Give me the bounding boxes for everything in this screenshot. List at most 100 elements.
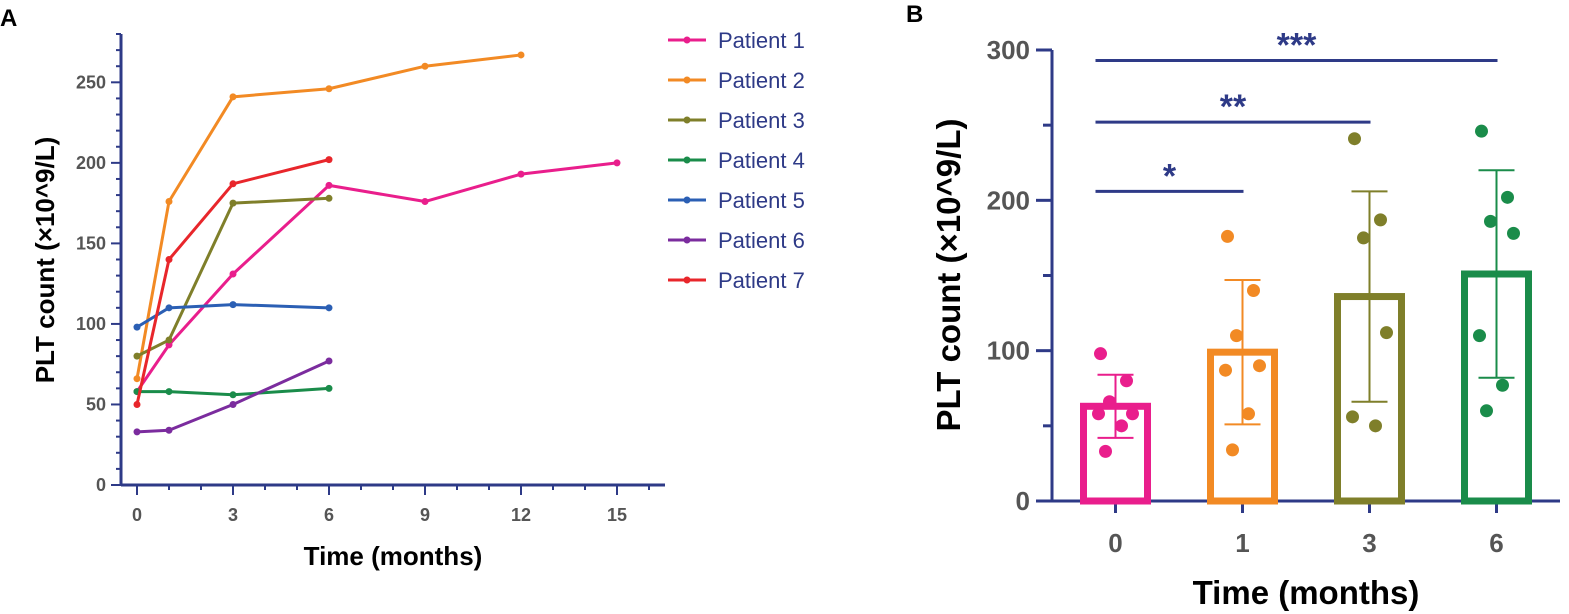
dot-1 — [1242, 407, 1255, 421]
legend-marker-patient-7 — [683, 276, 691, 284]
data-point-patient-2 — [165, 198, 173, 206]
legend-marker-patient-3 — [683, 116, 691, 124]
y-axis-title-a: PLT count (×10^9/L) — [30, 137, 60, 384]
legend-marker-patient-5 — [683, 196, 691, 204]
dot-6 — [1484, 214, 1497, 228]
dot-1 — [1230, 329, 1243, 343]
x-tick-label-a: 0 — [132, 505, 142, 525]
dot-6 — [1480, 404, 1493, 418]
data-point-patient-5 — [325, 304, 333, 312]
data-point-patient-2 — [325, 85, 333, 93]
data-point-patient-7 — [133, 400, 141, 408]
series-line-patient-4 — [137, 386, 330, 397]
series-line-patient-7 — [135, 158, 330, 405]
legend-marker-patient-4 — [683, 156, 691, 164]
x-tick-label-b: 3 — [1362, 528, 1376, 558]
legend-marker-patient-6 — [683, 236, 691, 244]
data-point-patient-1 — [517, 170, 525, 178]
data-point-patient-5 — [133, 323, 141, 331]
data-point-patient-6 — [165, 426, 173, 434]
x-tick-label-a: 6 — [324, 505, 334, 525]
dot-3 — [1348, 132, 1361, 146]
panel-label-b: B — [906, 1, 923, 28]
line-chart-panel-a: 0 50 100 150 200 250 0 3 6 9 12 15 Time (months) PLT … — [30, 28, 805, 571]
dot-3 — [1374, 213, 1387, 227]
legend-label-patient-7: Patient 7 — [718, 268, 805, 293]
legend-label-patient-2: Patient 2 — [718, 68, 805, 93]
legend-label-patient-5: Patient 5 — [718, 188, 805, 213]
data-point-patient-3 — [325, 194, 333, 202]
bar-chart-panel-b: 0 100 200 300 Time (months) PLT count (×10^9/… — [930, 27, 1560, 611]
data-point-patient-2 — [229, 93, 237, 101]
data-point-patient-1 — [325, 181, 333, 189]
dot-6 — [1496, 378, 1509, 392]
legend-label-patient-3: Patient 3 — [718, 108, 805, 133]
series-line-patient-6 — [136, 359, 330, 434]
x-tick-label-a: 9 — [420, 505, 430, 525]
y-tick-label-a: 100 — [76, 314, 106, 334]
data-point-patient-4 — [165, 388, 173, 396]
data-point-patient-7 — [325, 156, 333, 164]
y-tick-label-a: 150 — [76, 233, 106, 253]
significance-label: * — [1163, 157, 1177, 195]
x-axis-title-b: Time (months) — [1193, 574, 1420, 611]
data-point-patient-5 — [165, 304, 173, 312]
y-tick-label-a: 200 — [76, 153, 106, 173]
dot-3 — [1357, 231, 1370, 245]
dot-6 — [1501, 190, 1514, 204]
y-axis-title-b: PLT count (×10^9/L) — [930, 119, 967, 432]
x-tick-label-b: 6 — [1489, 528, 1503, 558]
data-point-patient-6 — [325, 357, 333, 365]
dot-0 — [1120, 374, 1133, 388]
data-point-patient-3 — [165, 336, 173, 344]
legend-label-patient-6: Patient 6 — [718, 228, 805, 253]
y-tick-label-b: 300 — [987, 35, 1030, 65]
data-point-patient-1 — [165, 341, 173, 349]
data-point-patient-2 — [421, 62, 429, 70]
x-axis-title-a: Time (months) — [304, 541, 483, 571]
x-tick-label-a: 15 — [607, 505, 627, 525]
dot-3 — [1380, 326, 1393, 340]
data-point-patient-1 — [229, 270, 237, 278]
dot-0 — [1099, 444, 1112, 458]
panel-label-a: A — [0, 5, 17, 32]
dot-0 — [1094, 347, 1107, 361]
dot-1 — [1219, 363, 1232, 377]
y-tick-label-b: 200 — [987, 185, 1030, 215]
legend-marker-patient-2 — [683, 76, 691, 84]
dot-1 — [1253, 359, 1266, 373]
dot-6 — [1507, 226, 1520, 240]
y-tick-label-a: 0 — [96, 475, 106, 495]
data-point-patient-7 — [229, 180, 237, 188]
dot-0 — [1103, 395, 1116, 409]
y-tick-label-a: 50 — [86, 394, 106, 414]
dot-6 — [1473, 329, 1486, 343]
data-point-patient-3 — [229, 199, 237, 207]
dot-3 — [1346, 410, 1359, 424]
significance-label: *** — [1277, 27, 1317, 65]
data-point-patient-3 — [133, 352, 141, 360]
series-line-patient-2 — [135, 53, 522, 379]
data-point-patient-1 — [613, 159, 621, 167]
dot-1 — [1221, 229, 1234, 243]
legend-label-patient-4: Patient 4 — [718, 148, 805, 173]
dot-6 — [1475, 124, 1488, 138]
data-point-patient-4 — [229, 391, 237, 399]
y-tick-label-b: 0 — [1016, 486, 1030, 516]
significance-label: ** — [1220, 88, 1247, 126]
y-tick-label-b: 100 — [987, 336, 1030, 366]
data-point-patient-4 — [325, 384, 333, 392]
data-point-patient-2 — [517, 51, 525, 59]
data-point-patient-5 — [229, 301, 237, 309]
data-point-patient-6 — [229, 400, 237, 408]
series-line-patient-1 — [135, 161, 618, 393]
dot-0 — [1115, 419, 1128, 433]
y-tick-label-a: 250 — [76, 72, 106, 92]
series-line-patient-5 — [136, 303, 330, 329]
x-tick-label-b: 1 — [1235, 528, 1249, 558]
x-tick-label-a: 12 — [511, 505, 531, 525]
legend-marker-patient-1 — [683, 36, 691, 44]
dot-1 — [1247, 284, 1260, 298]
x-tick-label-a: 3 — [228, 505, 238, 525]
